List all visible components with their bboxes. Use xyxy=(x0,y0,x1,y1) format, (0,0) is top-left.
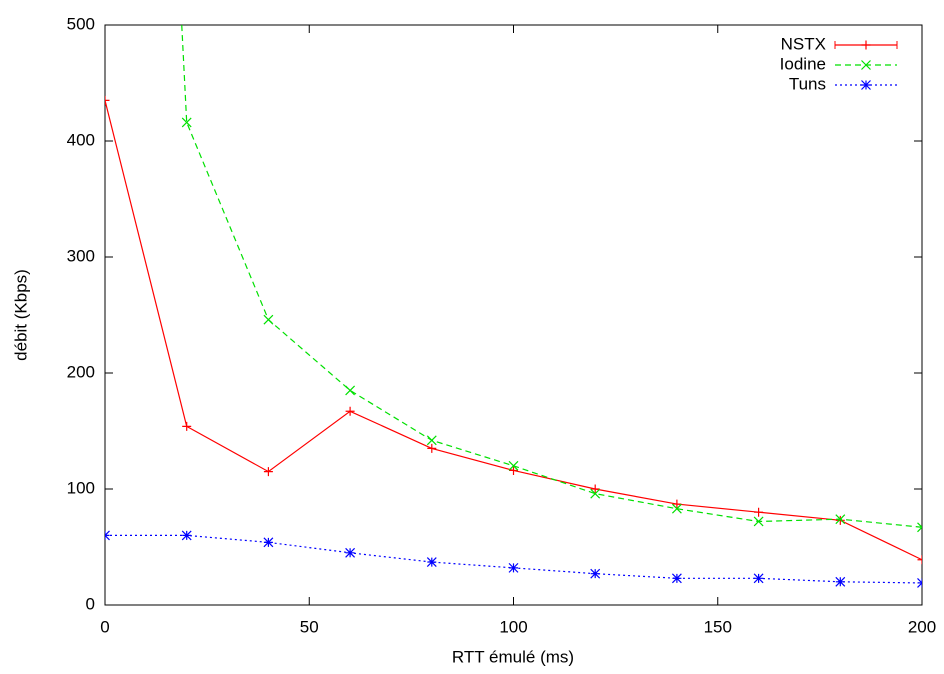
x-axis-title: RTT émulé (ms) xyxy=(452,647,574,666)
point-marker xyxy=(181,117,192,128)
series-line xyxy=(105,534,922,584)
point-marker xyxy=(835,515,845,525)
point-marker xyxy=(590,484,600,494)
y-tick-label: 100 xyxy=(67,478,95,497)
point-marker xyxy=(263,314,274,325)
legend-label: Iodine xyxy=(780,54,826,73)
point-marker xyxy=(754,507,764,517)
legend-marker xyxy=(861,80,871,90)
point-marker xyxy=(917,578,922,588)
x-tick-label: 150 xyxy=(704,617,732,636)
point-marker xyxy=(917,522,922,533)
point-marker xyxy=(509,465,518,475)
point-marker xyxy=(345,406,355,416)
legend-marker xyxy=(861,60,871,70)
y-tick-label: 200 xyxy=(67,362,95,381)
point-marker xyxy=(590,488,601,499)
point-marker xyxy=(427,443,437,453)
point-marker xyxy=(263,537,274,548)
point-marker xyxy=(426,435,437,446)
plot-area xyxy=(105,25,922,588)
point-marker xyxy=(182,421,192,431)
point-marker xyxy=(345,385,356,396)
point-marker xyxy=(835,514,846,525)
point-marker xyxy=(753,516,764,527)
point-marker xyxy=(508,460,519,471)
x-tick-label: 200 xyxy=(908,617,936,636)
point-marker xyxy=(105,530,110,541)
legend-label: NSTX xyxy=(781,34,826,53)
x-tick-label: 0 xyxy=(100,617,109,636)
y-tick-label: 300 xyxy=(67,246,95,265)
y-axis-title: débit (Kbps) xyxy=(11,269,30,361)
point-marker xyxy=(263,467,273,477)
point-marker xyxy=(835,576,846,587)
x-tick-label: 100 xyxy=(499,617,527,636)
point-marker xyxy=(753,573,764,584)
plot-frame xyxy=(104,24,923,606)
point-marker xyxy=(672,499,682,509)
point-marker xyxy=(105,95,110,105)
legend-label: Tuns xyxy=(789,74,826,93)
y-tick-label: 0 xyxy=(86,594,95,613)
x-tick-label: 50 xyxy=(300,617,319,636)
legend-marker xyxy=(861,40,871,50)
series-line xyxy=(105,100,922,561)
point-marker xyxy=(590,568,601,579)
point-marker xyxy=(671,573,682,584)
y-tick-label: 400 xyxy=(67,130,95,149)
point-marker xyxy=(508,562,519,573)
point-marker xyxy=(181,530,192,541)
point-marker xyxy=(917,555,922,565)
y-tick-label: 500 xyxy=(67,14,95,33)
point-marker xyxy=(345,547,356,558)
point-marker xyxy=(426,557,437,568)
point-marker xyxy=(671,503,682,514)
